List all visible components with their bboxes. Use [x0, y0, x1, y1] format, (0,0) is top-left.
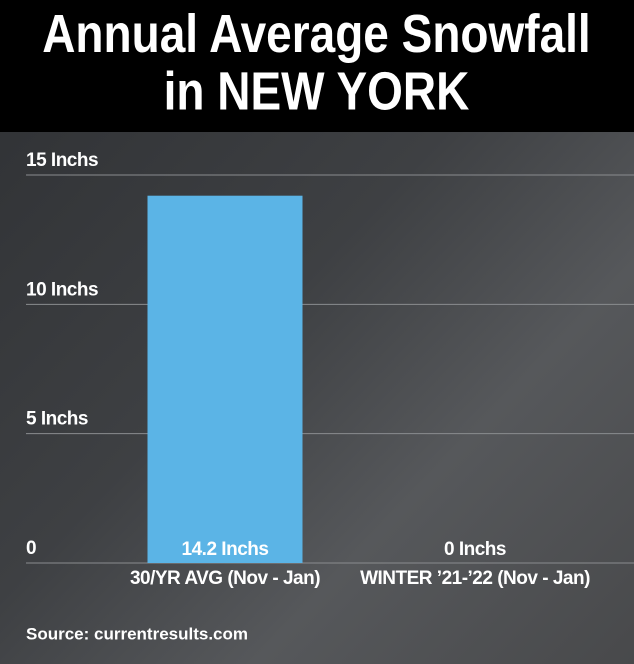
y-tick-label: 5 Inchs [26, 409, 88, 430]
y-tick-label: 0 [26, 538, 36, 559]
x-tick-label: 30/YR AVG (Nov - Jan) [130, 568, 320, 589]
bar [147, 195, 303, 563]
x-tick-label: WINTER ’21-’22 (Nov - Jan) [360, 568, 590, 589]
value-label: 14.2 Inchs [182, 539, 269, 560]
chart-subtitle: in NEW YORK [164, 61, 470, 121]
source: Source: currentresults.com [26, 624, 248, 643]
y-tick-label: 10 Inchs [26, 279, 98, 300]
value-label: 0 Inchs [444, 539, 506, 560]
header [0, 0, 634, 132]
chart-title: Annual Average Snowfall [42, 4, 590, 64]
y-tick-label: 15 Inchs [26, 150, 98, 171]
